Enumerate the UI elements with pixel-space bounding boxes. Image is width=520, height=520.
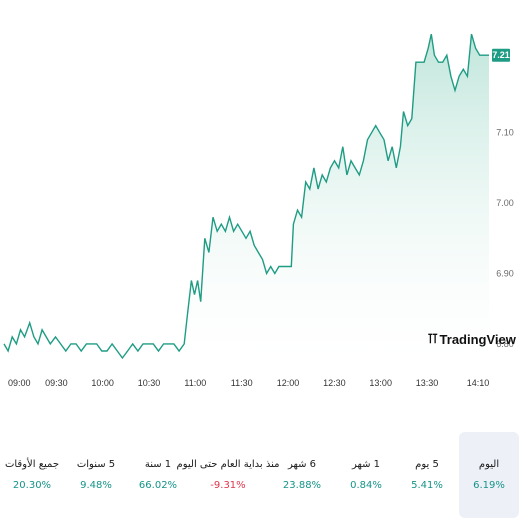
watermark-text: TradingView [439,331,516,347]
y-axis: 6.80 6.90 7.00 7.10 [496,128,514,349]
x-axis: 09:00 09:30 10:00 10:30 11:00 11:30 12:00 12:30… [8,378,489,388]
x-tick-label: 11:30 [231,378,253,388]
period-label: 6 شهر [287,459,317,470]
period-value: -9.31% [210,480,246,491]
x-tick-label: 13:00 [369,378,392,388]
x-tick-label: 09:00 [8,378,31,388]
period-value: 5.41% [411,480,443,491]
period-1-year[interactable]: 1 سنة 66.02% [128,432,188,518]
price-area-fill [4,34,489,358]
period-value: 23.88% [282,480,322,491]
period-5-days[interactable]: 5 يوم 5.41% [397,432,457,518]
period-6-months[interactable]: 6 شهر 23.88% [272,432,332,518]
plot-area [3,33,489,360]
period-value: 20.30% [12,480,52,491]
period-value: 6.19% [473,480,505,491]
x-tick-label: 14:10 [467,378,490,388]
period-value: 66.02% [138,480,178,491]
x-tick-label: 12:00 [277,378,300,388]
tradingview-logo-icon: ⊺⊺ [427,331,438,346]
period-all-time[interactable]: جميع الأوقات 20.30% [2,432,62,518]
x-tick-label: 09:30 [45,378,68,388]
last-price-marker: 7.21 [492,48,510,62]
price-chart[interactable]: 6.80 6.90 7.00 7.10 09:00 09:30 10:00 10:30 11:… [0,0,520,420]
performance-periods: اليوم 6.19% 5 يوم 5.41% 1 شهر 0.84% 6 شه… [0,432,520,518]
y-tick-label: 7.00 [496,198,514,208]
period-label: 5 يوم [415,459,439,470]
last-price-label: 7.21 [492,50,510,60]
x-tick-label: 13:30 [416,378,439,388]
x-tick-label: 10:30 [138,378,161,388]
price-line [3,33,489,360]
last-price-box [492,48,510,62]
period-5-years[interactable]: 5 سنوات 9.48% [66,432,126,518]
period-1-month[interactable]: 1 شهر 0.84% [336,432,396,518]
period-today[interactable]: اليوم 6.19% [459,432,519,518]
period-label: 1 شهر [351,459,381,470]
x-tick-label: 10:00 [91,378,114,388]
period-value: 9.48% [80,480,112,491]
period-label: 1 سنة [144,459,172,470]
period-label: 5 سنوات [76,459,116,470]
period-label: اليوم [478,459,500,470]
period-label: جميع الأوقات [4,459,60,470]
y-tick-label: 6.90 [496,269,514,279]
period-ytd[interactable]: منذ بداية العام حتى اليوم -9.31% [177,432,280,518]
x-tick-label: 12:30 [323,378,346,388]
y-tick-label: 7.10 [496,128,514,138]
period-label: منذ بداية العام حتى اليوم [176,459,280,470]
x-tick-label: 11:00 [184,378,206,388]
tradingview-logo: ⊺⊺ TradingView [427,331,516,347]
y-tick-label: 6.80 [496,339,514,349]
period-value: 0.84% [350,480,382,491]
